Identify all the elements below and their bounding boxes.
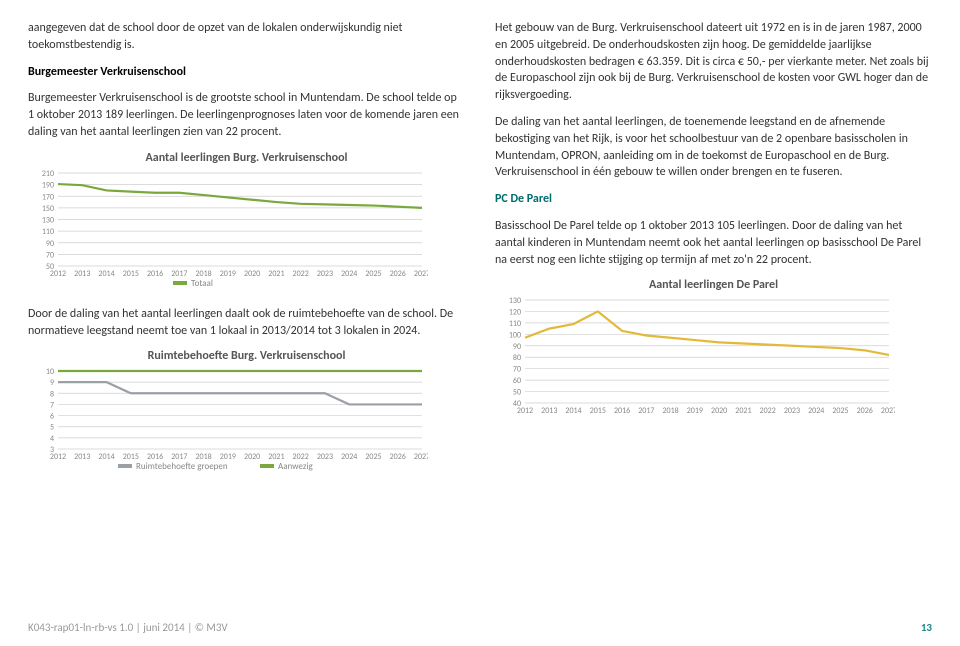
svg-text:2021: 2021 (735, 406, 751, 416)
svg-text:2025: 2025 (832, 406, 848, 416)
svg-text:2017: 2017 (638, 406, 654, 416)
heading-verkruisen: Burgemeester Verkruisenschool (28, 64, 465, 81)
svg-text:110: 110 (509, 319, 521, 329)
svg-text:130: 130 (509, 296, 521, 306)
para-parel-1: Basisschool De Parel telde op 1 oktober … (495, 218, 932, 268)
para-right-2: De daling van het aantal leerlingen, de … (495, 114, 932, 181)
chart-ruimtebehoefte-verkruisen: Ruimtebehoefte Burg. Verkruisenschool345… (28, 349, 465, 477)
svg-text:2013: 2013 (541, 406, 557, 416)
svg-text:90: 90 (46, 239, 54, 249)
svg-text:2019: 2019 (687, 406, 703, 416)
svg-text:2023: 2023 (784, 406, 800, 416)
svg-text:8: 8 (50, 390, 54, 400)
svg-text:70: 70 (46, 250, 54, 260)
svg-text:2026: 2026 (390, 452, 406, 462)
svg-text:2013: 2013 (74, 452, 90, 462)
svg-text:2026: 2026 (857, 406, 873, 416)
svg-text:110: 110 (42, 227, 54, 237)
svg-text:10: 10 (46, 367, 54, 377)
svg-text:4: 4 (50, 434, 54, 444)
svg-text:2023: 2023 (317, 452, 333, 462)
chart-leerlingen-verkruisen: Aantal leerlingen Burg. Verkruisenschool… (28, 151, 465, 294)
svg-text:Aanwezig: Aanwezig (278, 461, 314, 472)
svg-text:2025: 2025 (365, 269, 381, 279)
right-column: Het gebouw van de Burg. Verkruisenschool… (495, 20, 932, 489)
svg-text:90: 90 (513, 342, 521, 352)
svg-text:100: 100 (509, 331, 521, 341)
svg-text:70: 70 (513, 365, 521, 375)
svg-text:50: 50 (513, 388, 521, 398)
svg-text:2015: 2015 (123, 269, 139, 279)
svg-text:60: 60 (513, 376, 521, 386)
svg-text:2014: 2014 (565, 406, 581, 416)
svg-text:2027: 2027 (414, 269, 428, 279)
svg-text:210: 210 (42, 169, 54, 179)
svg-text:2020: 2020 (244, 452, 260, 462)
svg-text:2022: 2022 (760, 406, 776, 416)
svg-text:2018: 2018 (662, 406, 678, 416)
footer-left: K043-rap01-ln-rb-vs 1.0 | juni 2014 | © … (28, 621, 228, 634)
chart-leerlingen-parel: Aantal leerlingen De Parel40506070809010… (495, 278, 932, 431)
svg-text:2021: 2021 (268, 269, 284, 279)
svg-text:190: 190 (42, 180, 54, 190)
svg-text:2012: 2012 (50, 452, 66, 462)
svg-text:2015: 2015 (590, 406, 606, 416)
svg-text:2024: 2024 (808, 406, 824, 416)
svg-text:2022: 2022 (293, 269, 309, 279)
footer-page-number: 13 (921, 621, 932, 634)
svg-text:2024: 2024 (341, 452, 357, 462)
svg-text:2027: 2027 (881, 406, 895, 416)
svg-text:2026: 2026 (390, 269, 406, 279)
para-intro: aangegeven dat de school door de opzet v… (28, 20, 465, 54)
svg-text:2016: 2016 (147, 269, 163, 279)
svg-text:2017: 2017 (171, 269, 187, 279)
svg-text:120: 120 (509, 308, 521, 318)
svg-text:2020: 2020 (244, 269, 260, 279)
svg-text:2012: 2012 (50, 269, 66, 279)
svg-text:2012: 2012 (517, 406, 533, 416)
svg-text:5: 5 (50, 423, 54, 433)
svg-text:Ruimtebehoefte groepen: Ruimtebehoefte groepen (136, 461, 228, 472)
svg-text:170: 170 (42, 192, 54, 202)
footer: K043-rap01-ln-rb-vs 1.0 | juni 2014 | © … (28, 621, 932, 634)
para-right-1: Het gebouw van de Burg. Verkruisenschool… (495, 20, 932, 104)
para-verkruisen-1: Burgemeester Verkruisenschool is de groo… (28, 90, 465, 140)
svg-text:2016: 2016 (614, 406, 630, 416)
svg-text:80: 80 (513, 354, 521, 364)
svg-text:2014: 2014 (98, 452, 114, 462)
svg-text:6: 6 (50, 412, 54, 422)
svg-text:2014: 2014 (98, 269, 114, 279)
svg-text:2025: 2025 (365, 452, 381, 462)
svg-text:7: 7 (50, 401, 54, 411)
left-column: aangegeven dat de school door de opzet v… (28, 20, 465, 489)
heading-parel: PC De Parel (495, 191, 932, 208)
svg-text:150: 150 (42, 204, 54, 214)
svg-text:2020: 2020 (711, 406, 727, 416)
svg-text:130: 130 (42, 215, 54, 225)
svg-text:2019: 2019 (220, 269, 236, 279)
para-verkruisen-2: Door de daling van het aantal leerlingen… (28, 306, 465, 340)
svg-text:2027: 2027 (414, 452, 428, 462)
svg-text:9: 9 (50, 379, 54, 389)
svg-text:Totaal: Totaal (191, 278, 213, 289)
svg-text:2013: 2013 (74, 269, 90, 279)
svg-text:2023: 2023 (317, 269, 333, 279)
svg-text:2024: 2024 (341, 269, 357, 279)
